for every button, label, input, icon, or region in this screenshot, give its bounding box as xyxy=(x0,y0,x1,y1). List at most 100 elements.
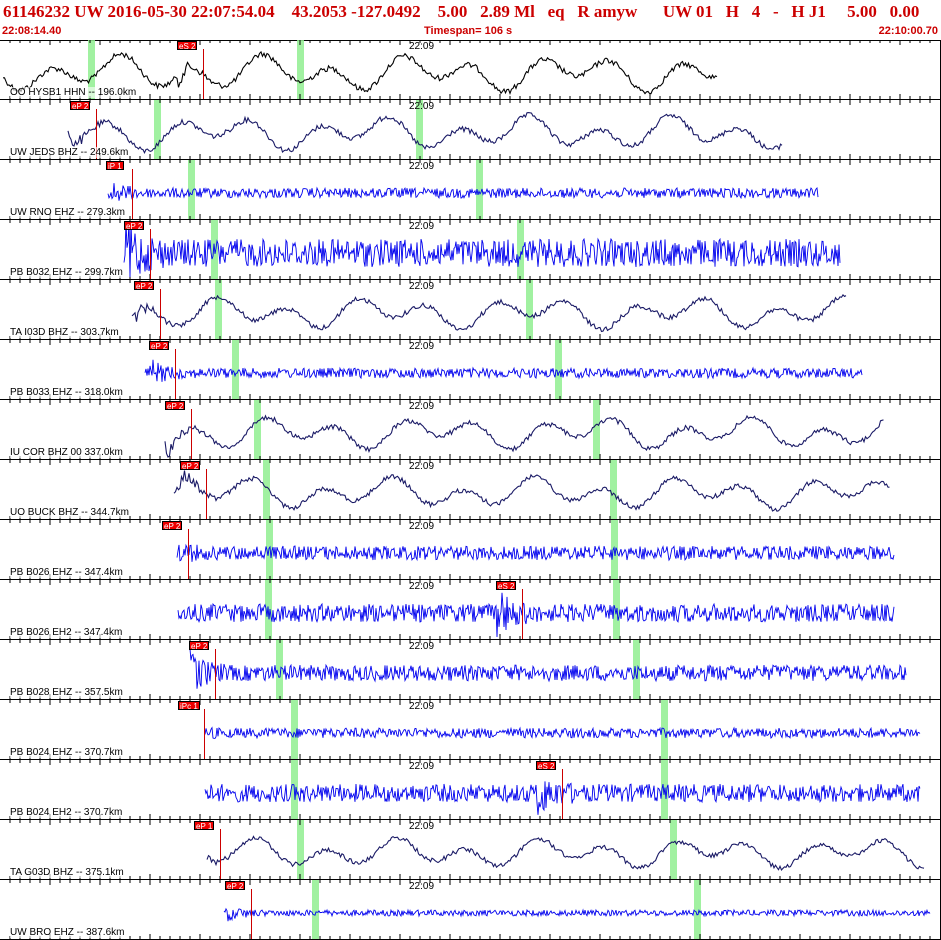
trace-panel[interactable]: 22:09 eP 2 PB B026 EHZ -- 347.4km xyxy=(0,520,941,580)
phase-marker xyxy=(312,880,319,939)
waveform xyxy=(9,460,931,519)
pick-line xyxy=(150,229,151,279)
trace-panel[interactable]: 22:09 eS 2 OO HYSB1 HHN -- 196.0km xyxy=(0,40,941,100)
seismogram-panels[interactable]: 22:09 eS 2 OO HYSB1 HHN -- 196.0km 22:09 eP … xyxy=(0,40,941,940)
waveform xyxy=(3,40,931,99)
phase-marker xyxy=(291,700,298,759)
trace-panel[interactable]: 22:09 eP 2 PB B032 EHZ -- 299.7km xyxy=(0,220,941,280)
trace-line xyxy=(3,50,718,96)
minute-label: 22:09 xyxy=(409,821,435,832)
waveform xyxy=(9,880,931,939)
waveform xyxy=(9,280,931,339)
station-label: TA I03D BHZ -- 303.7km xyxy=(10,327,119,338)
trace-line xyxy=(164,414,884,458)
trace-panel[interactable]: 22:09 eP 2 PB B033 EHZ -- 318.0km xyxy=(0,340,941,400)
phase-marker xyxy=(416,100,423,159)
trace-line xyxy=(176,543,895,562)
phase-pick[interactable]: eP 2 xyxy=(149,341,170,351)
phase-pick[interactable]: eS 2 xyxy=(536,761,557,771)
trace-line xyxy=(107,183,819,201)
phase-pick[interactable]: iP 1 xyxy=(106,161,124,171)
trace-panel[interactable]: 22:09 eS 2 PB B024 EH2 -- 370.7km xyxy=(0,760,941,820)
phase-pick[interactable]: eP 2 xyxy=(180,461,201,471)
phase-marker xyxy=(254,400,261,459)
phase-marker xyxy=(593,400,600,459)
phase-pick[interactable]: eP 2 xyxy=(162,521,183,531)
phase-marker xyxy=(694,880,701,939)
pick-line xyxy=(160,289,161,339)
trace-line xyxy=(223,907,931,922)
phase-pick[interactable]: eP 2 xyxy=(70,101,91,111)
event-header: 61146232 UW 2016-05-30 22:07:54.04 43.20… xyxy=(0,0,941,41)
pick-line xyxy=(220,829,221,879)
minute-label: 22:09 xyxy=(409,701,435,712)
trace-line xyxy=(67,112,783,154)
waveform xyxy=(9,340,931,399)
phase-pick[interactable]: eS 2 xyxy=(177,41,198,51)
phase-marker xyxy=(517,220,524,279)
event-info: 61146232 UW 2016-05-30 22:07:54.04 43.20… xyxy=(3,2,920,21)
station-label: UW RNO EHZ -- 279.3km xyxy=(10,207,126,218)
phase-pick[interactable]: eS 2 xyxy=(496,581,517,591)
minute-label: 22:09 xyxy=(409,161,435,172)
phase-marker xyxy=(215,280,222,339)
phase-pick[interactable]: eP 2 xyxy=(189,641,210,651)
station-label: PB B024 EHZ -- 370.7km xyxy=(10,747,123,758)
phase-marker xyxy=(297,40,304,99)
trace-panel[interactable]: 22:09 eP 2 IU COR BHZ 00 337.0km xyxy=(0,400,941,460)
pick-line xyxy=(251,889,252,939)
minute-label: 22:09 xyxy=(409,341,435,352)
phase-pick[interactable]: eP 2 xyxy=(225,881,246,891)
minute-label: 22:09 xyxy=(409,401,435,412)
trace-line xyxy=(177,592,895,638)
pick-line xyxy=(522,589,523,639)
pick-line xyxy=(204,709,205,759)
trace-panel[interactable]: 22:09 eP 2 UW BRO EHZ -- 387.6km xyxy=(0,880,941,940)
station-label: UW BRO EHZ -- 387.6km xyxy=(10,927,125,938)
trace-panel[interactable]: 22:09 eP 2 UO BUCK BHZ -- 344.7km xyxy=(0,460,941,520)
trace-panel[interactable]: 22:09 eP 2 UW JEDS BHZ -- 249.6km xyxy=(0,100,941,160)
trace-line xyxy=(204,726,921,740)
phase-pick[interactable]: eP 1 xyxy=(194,821,215,831)
station-label: TA G03D BHZ -- 375.1km xyxy=(10,867,124,878)
trace-panel[interactable]: 22:09 eS 2 PB B026 EH2 -- 347.4km xyxy=(0,580,941,640)
station-label: IU COR BHZ 00 337.0km xyxy=(10,447,123,458)
trace-panel[interactable]: 22:09 eP 1 TA G03D BHZ -- 375.1km xyxy=(0,820,941,880)
phase-pick[interactable]: eP 2 xyxy=(165,401,186,411)
waveform xyxy=(9,820,931,879)
waveform xyxy=(9,640,931,699)
phase-marker xyxy=(188,160,195,219)
phase-pick[interactable]: eP 2 xyxy=(124,221,145,231)
phase-marker xyxy=(633,640,640,699)
trace-line xyxy=(123,221,841,278)
waveform xyxy=(9,580,931,639)
pick-line xyxy=(206,469,207,519)
phase-marker xyxy=(610,460,617,519)
timespan-label: Timespan= 106 s xyxy=(424,25,513,37)
trace-line xyxy=(144,359,863,382)
trace-panel[interactable]: 22:09 eP 2 PB B028 EHZ -- 357.5km xyxy=(0,640,941,700)
pick-line xyxy=(96,109,97,159)
phase-marker xyxy=(670,820,677,879)
waveform xyxy=(9,160,931,219)
end-time: 22:10:00.70 xyxy=(878,25,938,37)
phase-pick[interactable]: iPc 1 xyxy=(178,701,200,711)
station-label: PB B028 EHZ -- 357.5km xyxy=(10,687,123,698)
trace-panel[interactable]: 22:09 iPc 1 PB B024 EHZ -- 370.7km xyxy=(0,700,941,760)
phase-marker xyxy=(526,280,533,339)
phase-marker xyxy=(263,460,270,519)
trace-line xyxy=(206,835,925,872)
station-label: PB B033 EHZ -- 318.0km xyxy=(10,387,123,398)
station-label: PB B026 EHZ -- 347.4km xyxy=(10,567,123,578)
minute-label: 22:09 xyxy=(409,881,435,892)
trace-line xyxy=(131,294,847,333)
trace-panel[interactable]: 22:09 iP 1 UW RNO EHZ -- 279.3km xyxy=(0,160,941,220)
phase-pick[interactable]: eP 2 xyxy=(134,281,155,291)
pick-line xyxy=(132,169,133,219)
phase-marker xyxy=(476,160,483,219)
pick-line xyxy=(203,49,204,99)
trace-panel[interactable]: 22:09 eP 2 TA I03D BHZ -- 303.7km xyxy=(0,280,941,340)
pick-line xyxy=(562,769,563,819)
station-label: UW JEDS BHZ -- 249.6km xyxy=(10,147,129,158)
minute-label: 22:09 xyxy=(409,221,435,232)
